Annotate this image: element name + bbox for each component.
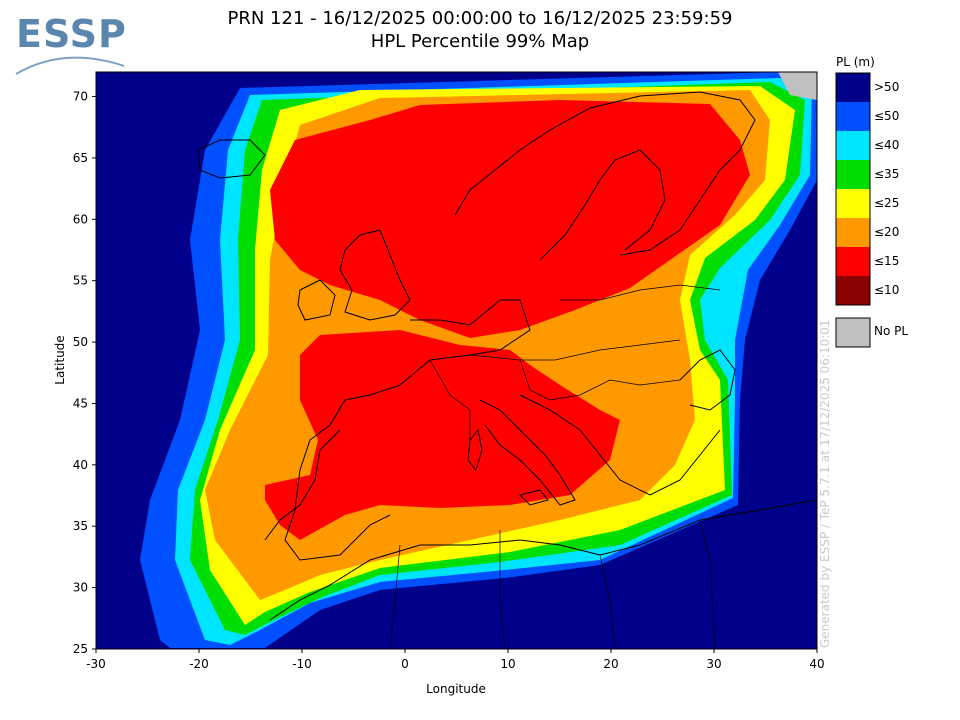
continent-west-coast (284, 299, 531, 561)
legend-item-label: ≤10 (874, 283, 900, 297)
pl-contours (96, 72, 817, 649)
plot-frame (95, 71, 818, 650)
x-tick-label: -20 (189, 657, 209, 671)
balkans-coast (519, 394, 721, 496)
y-tick-label: 35 (73, 519, 88, 533)
x-tick-label: -30 (86, 657, 106, 671)
y-tick-label: 25 (73, 642, 88, 656)
x-tick-label: 20 (603, 657, 618, 671)
iceland-coast (197, 139, 266, 179)
sardinia-corsica (467, 428, 483, 472)
pl-band-15-south (265, 330, 620, 540)
x-tick-label: 0 (401, 657, 409, 671)
border-7 (699, 519, 716, 649)
y-tick-label: 45 (73, 396, 88, 410)
legend-swatch (836, 102, 870, 131)
legend-item-label: ≤35 (874, 167, 900, 181)
x-axis-title: Longitude (426, 682, 486, 696)
legend-swatch (836, 73, 870, 102)
x-tick-label: 10 (500, 657, 515, 671)
baltic-coast (539, 149, 666, 261)
legend-item-label: ≤15 (874, 254, 900, 268)
legend-swatch (836, 131, 870, 160)
coastlines (197, 91, 817, 621)
legend-title: PL (m) (836, 55, 875, 69)
italy-coast (479, 399, 576, 506)
ireland-coast (297, 279, 336, 321)
legend-swatch (836, 247, 870, 276)
pl-band-15-north (270, 100, 750, 338)
legend-item-label: ≤20 (874, 225, 900, 239)
border-4 (560, 284, 721, 301)
y-tick-label: 65 (73, 151, 88, 165)
x-tick-label: 30 (706, 657, 721, 671)
y-axis-ticks: 25 30 35 40 45 50 55 60 65 70 (73, 90, 96, 656)
britain-coast (339, 229, 411, 321)
legend-swatch (836, 160, 870, 189)
y-tick-label: 40 (73, 458, 88, 472)
border-1 (429, 359, 471, 440)
no-pl-label: No PL (874, 324, 909, 338)
black-sea-coast (679, 349, 736, 411)
y-tick-label: 50 (73, 335, 88, 349)
no-pl-swatch (835, 317, 871, 348)
y-tick-label: 55 (73, 274, 88, 288)
map-subtitle: HPL Percentile 99% Map (370, 31, 590, 52)
iberia-coast (264, 429, 341, 541)
map-title: PRN 121 - 16/12/2025 00:00:00 to 16/12/2… (227, 8, 733, 29)
border-6 (599, 554, 616, 649)
legend-item-label: >50 (874, 80, 900, 94)
logo-arc (15, 56, 125, 75)
border-8 (389, 544, 401, 649)
scandinavia-coast (454, 91, 756, 256)
border-3 (519, 359, 681, 401)
border-2 (469, 339, 681, 361)
country-borders (389, 284, 721, 649)
legend-item-label: ≤40 (874, 138, 900, 152)
x-axis-ticks: -30 -20 -10 0 10 20 30 40 (86, 649, 825, 671)
y-tick-label: 30 (73, 581, 88, 595)
y-tick-label: 70 (73, 90, 88, 104)
legend-item-label: ≤50 (874, 109, 900, 123)
no-pl-corner (778, 72, 817, 100)
sicily (519, 489, 549, 506)
legend-frame (835, 72, 871, 306)
x-tick-label: -10 (292, 657, 312, 671)
legend-swatch (836, 276, 870, 305)
y-tick-label: 60 (73, 212, 88, 226)
legend-item-label: ≤25 (874, 196, 900, 210)
legend-swatch (836, 189, 870, 218)
generated-by-watermark: Generated by ESSP / TeP 5.7.1 at 17/12/2… (818, 319, 832, 648)
y-axis-title: Latitude (53, 335, 67, 384)
x-tick-label: 40 (809, 657, 824, 671)
essp-logo: ESSP (16, 12, 127, 56)
legend-colorbar (835, 72, 871, 306)
border-5 (499, 530, 506, 649)
legend-swatch (836, 218, 870, 247)
